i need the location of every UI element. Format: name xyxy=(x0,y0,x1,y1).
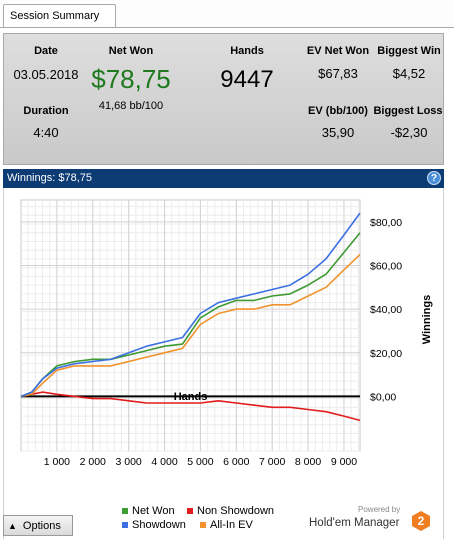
x-tick-label: 2 000 xyxy=(80,456,106,468)
options-label: Options xyxy=(22,520,61,532)
help-icon[interactable]: ? xyxy=(427,171,441,185)
legend-all-in-ev: All-In EV xyxy=(200,519,253,531)
net-won-bb100: 41,68 bb/100 xyxy=(98,100,164,112)
tab-session-summary[interactable]: Session Summary xyxy=(3,4,116,27)
winnings-chart-panel: 1 000 2 000 3 000 4 000 5 000 6 000 7 000 8 000… xyxy=(3,188,444,539)
net-won-value: $78,75 xyxy=(91,64,171,94)
winnings-chart: 1 000 2 000 3 000 4 000 5 000 6 000 7 000 8 000… xyxy=(20,199,433,468)
legend-net-won-label: Net Won xyxy=(132,505,175,517)
winnings-header-bar: Winnings: $78,75 ? xyxy=(3,169,444,188)
legend-non-showdown-label: Non Showdown xyxy=(197,505,275,517)
legend-showdown: Showdown xyxy=(122,519,186,531)
x-tick-label: 1 000 xyxy=(44,456,70,468)
hm2-badge-icon: 2 xyxy=(412,511,430,531)
session-summary-panel: Date 03.05.2018 Duration 4:40 Net Won $7… xyxy=(3,33,444,165)
options-button[interactable]: ▲ Options xyxy=(3,515,73,536)
x-tick-label: 6 000 xyxy=(223,456,249,468)
x-tick-label: 8 000 xyxy=(295,456,321,468)
y-axis-title: Winnings xyxy=(421,295,433,344)
ev-net-won-label: EV Net Won xyxy=(306,45,370,57)
x-tick-label: 5 000 xyxy=(187,456,213,468)
date-label: Date xyxy=(34,45,58,57)
net-won-label: Net Won xyxy=(108,45,154,57)
series-line-net-won xyxy=(20,232,361,398)
y-tick-label: $0,00 xyxy=(370,391,396,403)
legend-all-in-ev-swatch xyxy=(200,522,206,529)
options-arrow-icon: ▲ xyxy=(8,521,17,531)
legend-net-won: Net Won xyxy=(122,505,175,517)
legend-non-showdown-swatch xyxy=(187,508,193,515)
y-tick-label: $60,00 xyxy=(370,260,402,272)
biggest-win-value: $4,52 xyxy=(392,66,426,81)
hands-value: 9447 xyxy=(220,66,274,93)
legend-showdown-swatch xyxy=(122,522,128,529)
duration-label: Duration xyxy=(23,105,69,117)
ev-bb100-value: 35,90 xyxy=(321,125,355,140)
x-tick-label: 4 000 xyxy=(151,456,177,468)
legend-showdown-label: Showdown xyxy=(132,519,186,531)
x-tick-label: 9 000 xyxy=(331,456,357,468)
x-tick-label: 7 000 xyxy=(259,456,285,468)
x-axis-title: Hands xyxy=(174,391,208,403)
series-line-all-in-ev xyxy=(20,254,361,398)
duration-value: 4:40 xyxy=(33,125,59,140)
biggest-loss-label: Biggest Loss xyxy=(373,105,443,117)
hands-label: Hands xyxy=(230,45,264,57)
holdem-manager-logo: Powered by Hold'em Manager 2 xyxy=(308,503,432,535)
date-value: 03.05.2018 xyxy=(13,67,79,82)
series-line-showdown xyxy=(20,212,361,398)
winnings-title: Winnings: $78,75 xyxy=(7,172,92,184)
ev-bb100-label: EV (bb/100) xyxy=(308,105,368,117)
series-line-non-showdown xyxy=(20,391,361,422)
y-tick-label: $40,00 xyxy=(370,304,402,316)
ev-net-won-value: $67,83 xyxy=(318,66,358,81)
legend-non-showdown: Non Showdown xyxy=(187,505,274,517)
tab-strip: Session Summary xyxy=(0,0,454,28)
powered-by-text: Powered by xyxy=(358,505,401,514)
biggest-loss-value: -$2,30 xyxy=(390,125,428,140)
legend-net-won-swatch xyxy=(122,508,128,515)
y-tick-label: $20,00 xyxy=(370,348,402,360)
legend-all-in-ev-label: All-In EV xyxy=(210,519,253,531)
brand-name: Hold'em Manager xyxy=(309,517,400,529)
biggest-win-label: Biggest Win xyxy=(377,45,441,57)
x-tick-label: 3 000 xyxy=(116,456,142,468)
y-tick-label: $80,00 xyxy=(370,217,402,229)
